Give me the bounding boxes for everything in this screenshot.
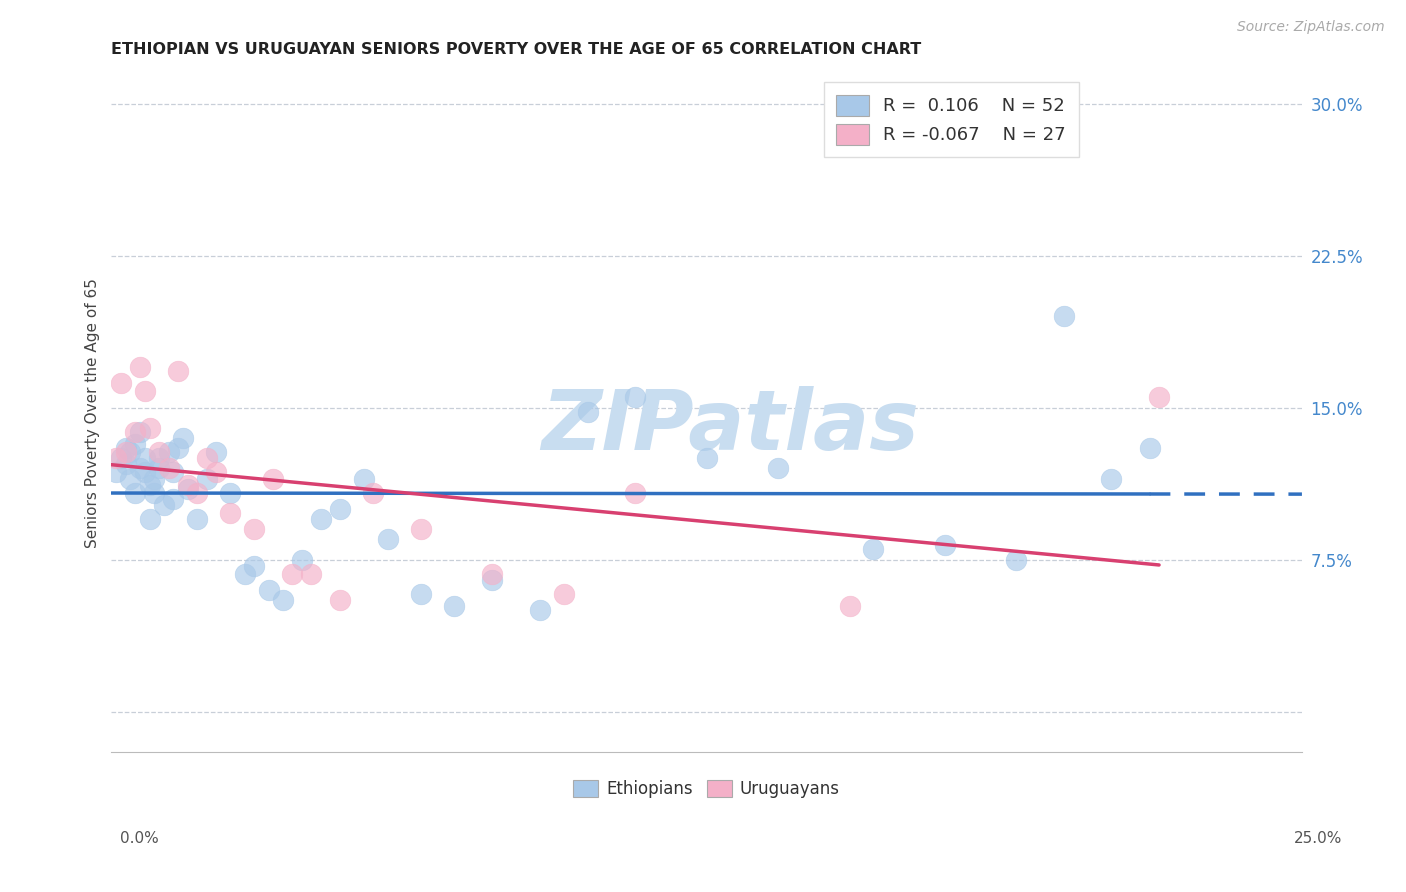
Point	[409, 522, 432, 536]
Point	[124, 437, 146, 451]
Point	[134, 384, 156, 399]
Point	[243, 558, 266, 573]
Point	[838, 599, 860, 614]
Text: 25.0%: 25.0%	[1295, 831, 1343, 847]
Point	[186, 512, 208, 526]
Point	[553, 587, 575, 601]
Point	[576, 405, 599, 419]
Point	[1005, 552, 1028, 566]
Point	[696, 451, 718, 466]
Point	[105, 466, 128, 480]
Point	[176, 482, 198, 496]
Point	[114, 445, 136, 459]
Point	[124, 485, 146, 500]
Point	[134, 466, 156, 480]
Point	[143, 485, 166, 500]
Point	[481, 573, 503, 587]
Point	[157, 445, 180, 459]
Point	[114, 458, 136, 472]
Point	[110, 451, 132, 466]
Point	[143, 471, 166, 485]
Point	[1147, 391, 1170, 405]
Point	[162, 466, 184, 480]
Point	[219, 485, 242, 500]
Point	[152, 498, 174, 512]
Text: ZIPatlas: ZIPatlas	[541, 385, 920, 467]
Point	[862, 542, 884, 557]
Point	[120, 471, 142, 485]
Y-axis label: Seniors Poverty Over the Age of 65: Seniors Poverty Over the Age of 65	[86, 277, 100, 548]
Point	[195, 451, 218, 466]
Point	[148, 451, 170, 466]
Text: ETHIOPIAN VS URUGUAYAN SENIORS POVERTY OVER THE AGE OF 65 CORRELATION CHART: ETHIOPIAN VS URUGUAYAN SENIORS POVERTY O…	[111, 42, 922, 57]
Point	[233, 566, 256, 581]
Point	[134, 451, 156, 466]
Point	[167, 441, 190, 455]
Legend: Ethiopians, Uruguayans: Ethiopians, Uruguayans	[567, 773, 846, 805]
Point	[157, 461, 180, 475]
Point	[129, 461, 152, 475]
Point	[624, 391, 647, 405]
Point	[309, 512, 332, 526]
Point	[409, 587, 432, 601]
Point	[205, 466, 228, 480]
Point	[291, 552, 314, 566]
Point	[219, 506, 242, 520]
Point	[1053, 310, 1076, 324]
Point	[162, 491, 184, 506]
Point	[172, 431, 194, 445]
Point	[262, 471, 284, 485]
Point	[1139, 441, 1161, 455]
Text: 0.0%: 0.0%	[120, 831, 159, 847]
Point	[299, 566, 322, 581]
Text: Source: ZipAtlas.com: Source: ZipAtlas.com	[1237, 20, 1385, 34]
Point	[148, 461, 170, 475]
Point	[105, 451, 128, 466]
Point	[186, 485, 208, 500]
Point	[148, 445, 170, 459]
Point	[363, 485, 385, 500]
Point	[329, 502, 352, 516]
Point	[443, 599, 465, 614]
Point	[138, 477, 160, 491]
Point	[624, 485, 647, 500]
Point	[271, 593, 294, 607]
Point	[1099, 471, 1122, 485]
Point	[129, 425, 152, 439]
Point	[195, 471, 218, 485]
Point	[120, 445, 142, 459]
Point	[353, 471, 375, 485]
Point	[329, 593, 352, 607]
Point	[129, 360, 152, 375]
Point	[205, 445, 228, 459]
Point	[766, 461, 789, 475]
Point	[481, 566, 503, 581]
Point	[529, 603, 551, 617]
Point	[138, 421, 160, 435]
Point	[167, 364, 190, 378]
Point	[243, 522, 266, 536]
Point	[281, 566, 304, 581]
Point	[176, 477, 198, 491]
Point	[934, 538, 956, 552]
Point	[110, 376, 132, 391]
Point	[377, 533, 399, 547]
Point	[257, 582, 280, 597]
Point	[124, 425, 146, 439]
Point	[138, 512, 160, 526]
Point	[114, 441, 136, 455]
